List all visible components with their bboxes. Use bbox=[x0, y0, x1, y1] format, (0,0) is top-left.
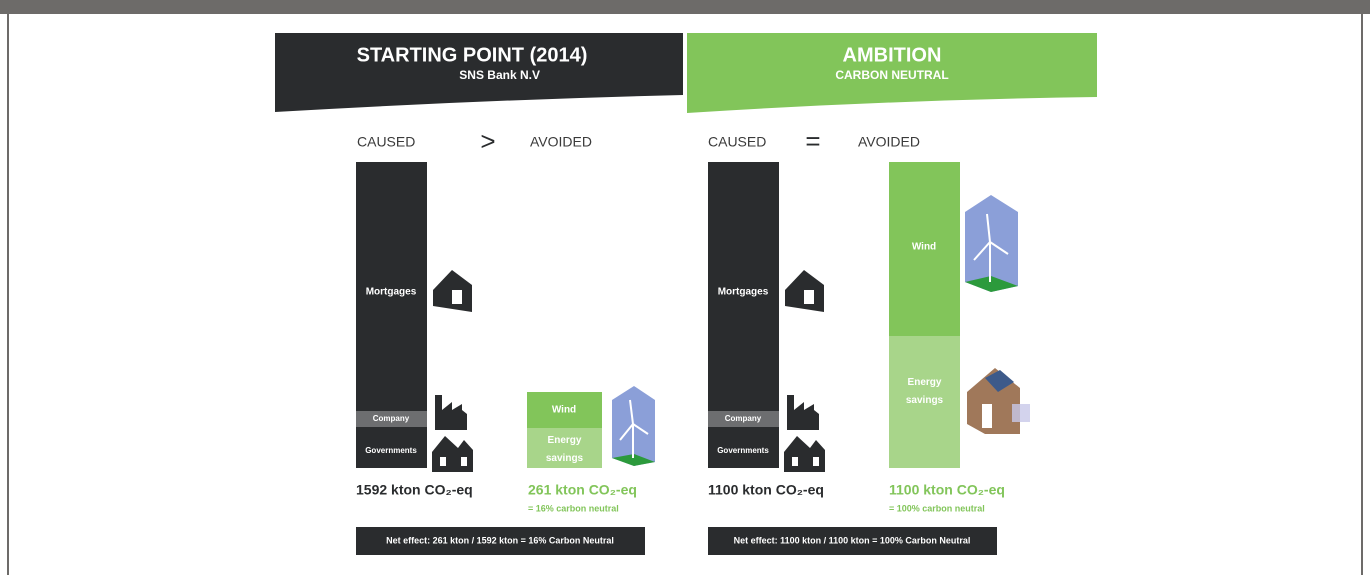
energy-bar bbox=[889, 336, 960, 468]
houses-icon bbox=[432, 436, 473, 472]
company-bar bbox=[708, 411, 779, 427]
wind-bar bbox=[889, 162, 960, 336]
segment-label-box: Energy savings bbox=[905, 377, 944, 406]
company-bar bbox=[356, 411, 427, 427]
turbine-icon bbox=[965, 195, 1018, 292]
segment-label: Energy savings bbox=[905, 377, 944, 406]
turbine-icon bbox=[612, 386, 655, 466]
left-title: STARTING POINT (2014) bbox=[357, 44, 588, 66]
segment-label-box: Energy savings bbox=[545, 435, 584, 464]
factory-icon bbox=[787, 395, 819, 430]
segment-label: Mortgages bbox=[366, 287, 417, 298]
segment-label: Energy savings bbox=[545, 435, 584, 464]
top-bar bbox=[0, 0, 1370, 14]
avoided-total: 261 kton CO₂-eq bbox=[528, 482, 637, 498]
left-subtitle: SNS Bank N.V bbox=[459, 68, 540, 82]
segment-label: Governments bbox=[717, 446, 769, 455]
caused-label: CAUSED bbox=[357, 134, 415, 150]
mortgages-bar bbox=[708, 162, 779, 411]
energy-bar bbox=[527, 428, 602, 468]
avoided-total: 1100 kton CO₂-eq bbox=[889, 482, 1005, 498]
caused-label: CAUSED bbox=[708, 134, 766, 150]
mortgages-bar bbox=[356, 162, 427, 411]
right-subtitle: CARBON NEUTRAL bbox=[835, 68, 948, 82]
governments-bar bbox=[356, 427, 427, 468]
caused-total: 1100 kton CO₂-eq bbox=[708, 482, 824, 498]
avoided-note: = 16% carbon neutral bbox=[528, 503, 619, 513]
segment-label: Mortgages bbox=[718, 287, 769, 298]
segment-label: Governments bbox=[365, 446, 417, 455]
house-icon bbox=[433, 270, 472, 312]
right-banner bbox=[687, 33, 1097, 113]
net-effect: Net effect: 1100 kton / 1100 kton = 100%… bbox=[734, 535, 971, 545]
wind-bar bbox=[527, 392, 602, 428]
caused-total: 1592 kton CO₂-eq bbox=[356, 482, 473, 498]
avoided-note: = 100% carbon neutral bbox=[889, 503, 985, 513]
segment-label: Wind bbox=[552, 405, 576, 416]
segment-label: Company bbox=[373, 414, 410, 423]
segment-label: Company bbox=[725, 414, 762, 423]
governments-bar bbox=[708, 427, 779, 468]
right-title: AMBITION bbox=[843, 44, 942, 66]
net-effect: Net effect: 261 kton / 1592 kton = 16% C… bbox=[386, 535, 614, 545]
net-effect-box bbox=[356, 527, 645, 555]
solar-house-icon bbox=[967, 368, 1030, 434]
relation: > bbox=[480, 126, 495, 156]
factory-icon bbox=[435, 395, 467, 430]
avoided-label: AVOIDED bbox=[858, 134, 920, 150]
net-effect-box bbox=[708, 527, 997, 555]
segment-label: Wind bbox=[912, 242, 936, 253]
houses-icon bbox=[784, 436, 825, 472]
avoided-label: AVOIDED bbox=[530, 134, 592, 150]
left-banner bbox=[275, 33, 683, 112]
house-icon bbox=[785, 270, 824, 312]
relation: = bbox=[805, 126, 820, 156]
